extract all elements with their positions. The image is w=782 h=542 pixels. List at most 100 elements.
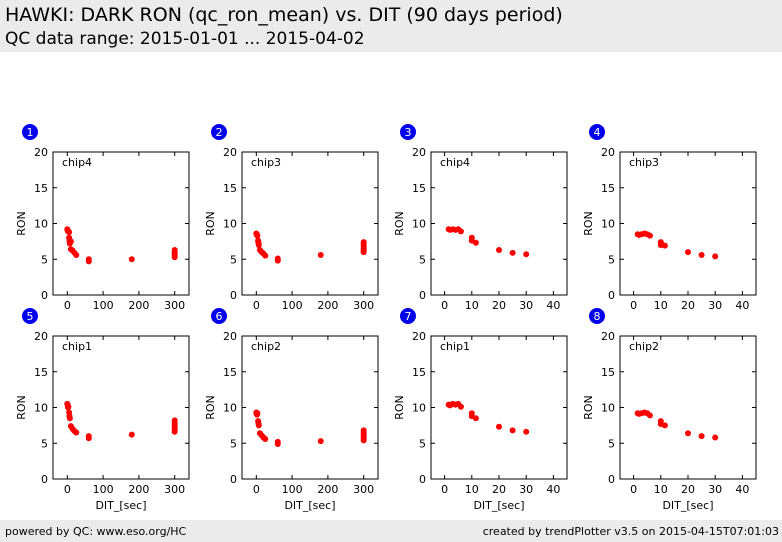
y-tick-label: 15	[223, 366, 237, 379]
data-point	[85, 435, 92, 442]
y-tick-label: 0	[41, 473, 48, 486]
y-tick-label: 5	[608, 253, 615, 266]
y-axis-label: RON	[582, 395, 595, 420]
data-point	[262, 435, 269, 442]
x-tick-label: 300	[164, 299, 185, 312]
x-tick-label: 200	[317, 299, 338, 312]
x-tick-label: 40	[735, 299, 749, 312]
data-point	[509, 249, 516, 256]
plot-frame	[52, 151, 190, 296]
chip-annotation: chip3	[251, 156, 281, 169]
x-tick-label: 0	[630, 483, 637, 496]
y-tick-label: 15	[34, 182, 48, 195]
data-point	[85, 258, 92, 265]
plot-frame	[619, 335, 757, 480]
x-tick-label: 30	[708, 483, 722, 496]
plot-frame	[241, 151, 379, 296]
plot-frame	[619, 151, 757, 296]
data-point	[360, 437, 367, 444]
panel-badge	[22, 308, 38, 324]
footer-timestamp: created by trendPlotter v3.5 on 2015-04-…	[482, 525, 779, 538]
data-point	[66, 415, 73, 422]
x-tick-label: 40	[735, 483, 749, 496]
y-axis-label: RON	[393, 211, 406, 236]
x-tick-label: 0	[253, 299, 260, 312]
panel-3: 0 5 10 15 20 0 10 20 30 40 RON chip4 3	[393, 124, 568, 312]
y-tick-label: 10	[34, 402, 48, 415]
x-tick-label: 10	[654, 483, 668, 496]
y-tick-label: 20	[601, 330, 615, 343]
y-axis-label: RON	[15, 395, 28, 420]
panel-7: 0 5 10 15 20 0 10 20 30 40 RON DIT_[sec] chip1 7	[393, 308, 568, 512]
chip-annotation: chip4	[440, 156, 470, 169]
y-tick-label: 5	[419, 253, 426, 266]
panel-badge-number: 6	[216, 310, 223, 323]
data-point	[65, 403, 72, 410]
data-point	[67, 238, 74, 245]
x-tick-label: 10	[465, 483, 479, 496]
y-tick-label: 20	[223, 330, 237, 343]
data-point	[171, 254, 178, 261]
panel-4: 0 5 10 15 20 0 10 20 30 40 RON chip3 4	[582, 124, 757, 312]
y-tick-label: 10	[601, 218, 615, 231]
x-axis-label: DIT_[sec]	[662, 499, 713, 512]
data-point	[712, 253, 719, 260]
x-tick-label: 20	[492, 483, 506, 496]
panel-badge-number: 3	[405, 126, 412, 139]
x-tick-label: 0	[64, 299, 71, 312]
x-tick-label: 0	[441, 299, 448, 312]
x-tick-label: 0	[253, 483, 260, 496]
panel-badge-number: 2	[216, 126, 223, 139]
y-tick-label: 10	[223, 218, 237, 231]
plot-frame	[430, 151, 568, 296]
y-tick-label: 10	[34, 218, 48, 231]
panel-badge	[211, 124, 227, 140]
x-tick-label: 30	[519, 299, 533, 312]
y-tick-label: 15	[34, 366, 48, 379]
data-point	[274, 257, 281, 264]
panel-8: 0 5 10 15 20 0 10 20 30 40 RON DIT_[sec] chip2 8	[582, 308, 757, 512]
data-point	[646, 232, 653, 239]
y-tick-label: 20	[601, 146, 615, 159]
y-tick-label: 0	[41, 289, 48, 302]
y-axis-label: RON	[393, 395, 406, 420]
chip-annotation: chip2	[251, 340, 281, 353]
panel-badge-number: 4	[594, 126, 601, 139]
y-axis-label: RON	[204, 395, 217, 420]
data-point	[360, 249, 367, 256]
x-axis-label: DIT_[sec]	[284, 499, 335, 512]
x-tick-label: 0	[630, 299, 637, 312]
y-tick-label: 10	[412, 402, 426, 415]
panel-badge-number: 5	[27, 310, 34, 323]
panel-badge-number: 7	[405, 310, 412, 323]
footer-band: powered by QC: www.eso.org/HC created by…	[0, 520, 782, 542]
x-tick-label: 300	[353, 483, 374, 496]
page-subtitle: QC data range: 2015-01-01 ... 2015-04-02	[5, 29, 365, 49]
y-tick-label: 10	[601, 402, 615, 415]
y-tick-label: 15	[601, 366, 615, 379]
panel-badge	[589, 124, 605, 140]
panel-badge	[22, 124, 38, 140]
data-point	[661, 422, 668, 429]
y-tick-label: 20	[34, 146, 48, 159]
y-tick-label: 5	[419, 437, 426, 450]
panel-badge	[589, 308, 605, 324]
y-tick-label: 0	[419, 289, 426, 302]
y-tick-label: 10	[223, 402, 237, 415]
y-tick-label: 5	[230, 437, 237, 450]
data-point	[255, 241, 262, 248]
x-tick-label: 200	[128, 483, 149, 496]
x-tick-label: 100	[282, 483, 303, 496]
data-point	[457, 228, 464, 235]
y-tick-label: 0	[419, 473, 426, 486]
y-tick-label: 20	[34, 330, 48, 343]
x-tick-label: 100	[93, 299, 114, 312]
y-tick-label: 0	[608, 473, 615, 486]
y-tick-label: 20	[412, 146, 426, 159]
x-tick-label: 40	[546, 299, 560, 312]
panel-badge-number: 1	[27, 126, 34, 139]
chip-annotation: chip2	[629, 340, 659, 353]
chip-annotation: chip1	[440, 340, 470, 353]
